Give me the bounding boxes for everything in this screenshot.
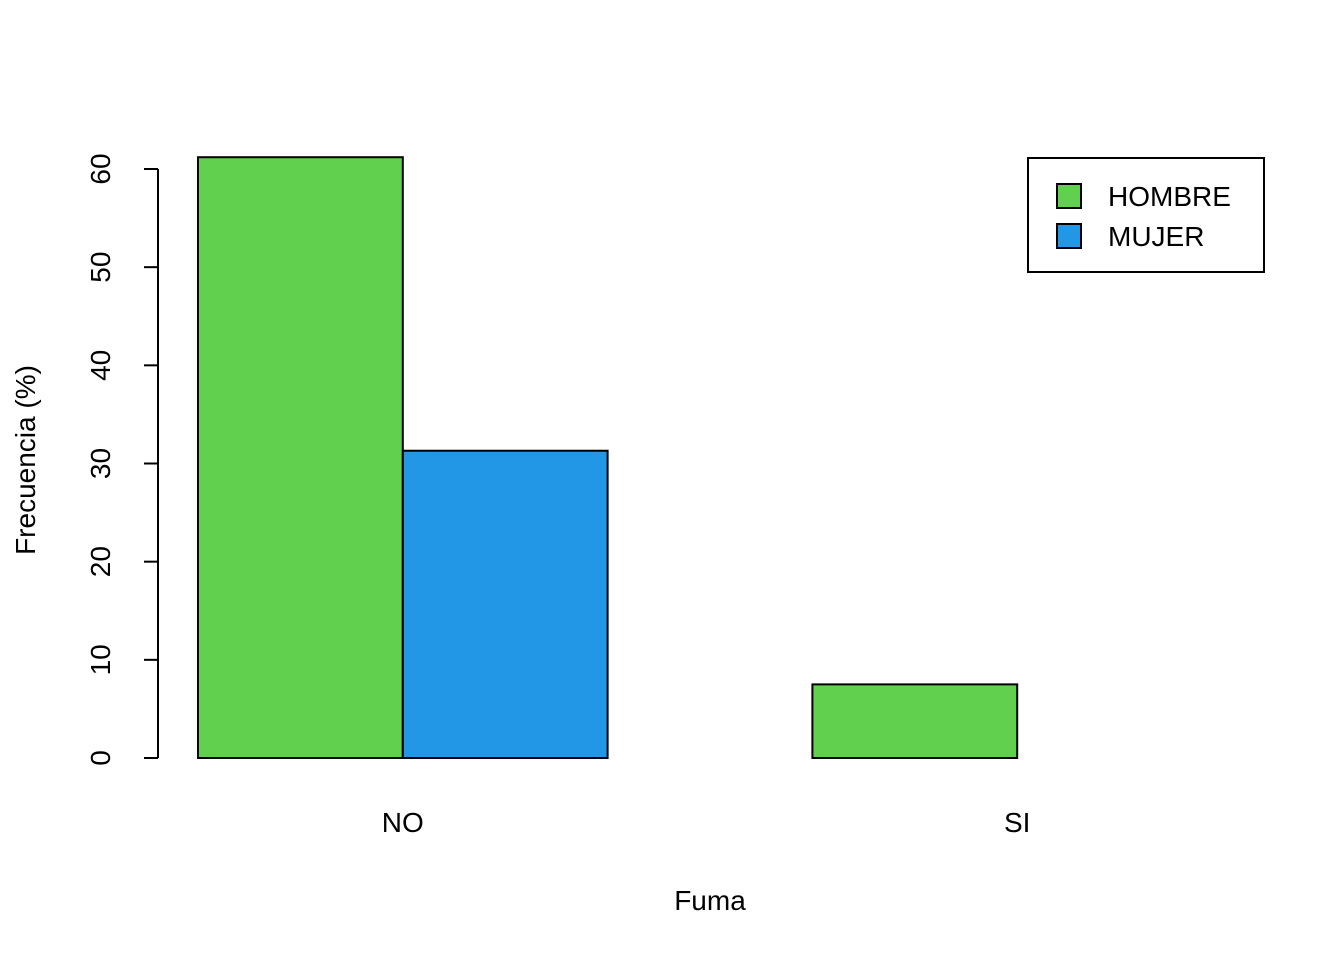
- y-tick-label: 10: [85, 644, 116, 675]
- y-axis: 0 10 20 30 40 50 60: [85, 153, 159, 766]
- y-tick-label: 60: [85, 153, 116, 184]
- legend-box: [1027, 157, 1265, 273]
- x-tick-label: SI: [1004, 807, 1030, 838]
- y-tick-label: 0: [85, 750, 116, 766]
- bar-hombre-si: [811, 683, 1019, 759]
- y-axis-label: Frecuencia (%): [10, 365, 41, 555]
- x-axis: NO SI: [382, 807, 1031, 838]
- y-tick-label: 20: [85, 546, 116, 577]
- legend: HOMBRE MUJER: [1027, 157, 1265, 273]
- bar-hombre-no: [197, 156, 404, 760]
- legend-label-hombre: HOMBRE: [1108, 181, 1231, 212]
- x-axis-label: Fuma: [674, 885, 746, 916]
- legend-swatch-mujer: [1056, 223, 1082, 249]
- y-tick-label: 50: [85, 252, 116, 283]
- bars-layer: [197, 156, 1019, 760]
- bar-mujer-no: [401, 449, 609, 759]
- y-tick-label: 40: [85, 350, 116, 381]
- x-tick-label: NO: [382, 807, 424, 838]
- legend-label-mujer: MUJER: [1108, 221, 1204, 252]
- y-tick-label: 30: [85, 448, 116, 479]
- legend-swatch-hombre: [1056, 183, 1082, 209]
